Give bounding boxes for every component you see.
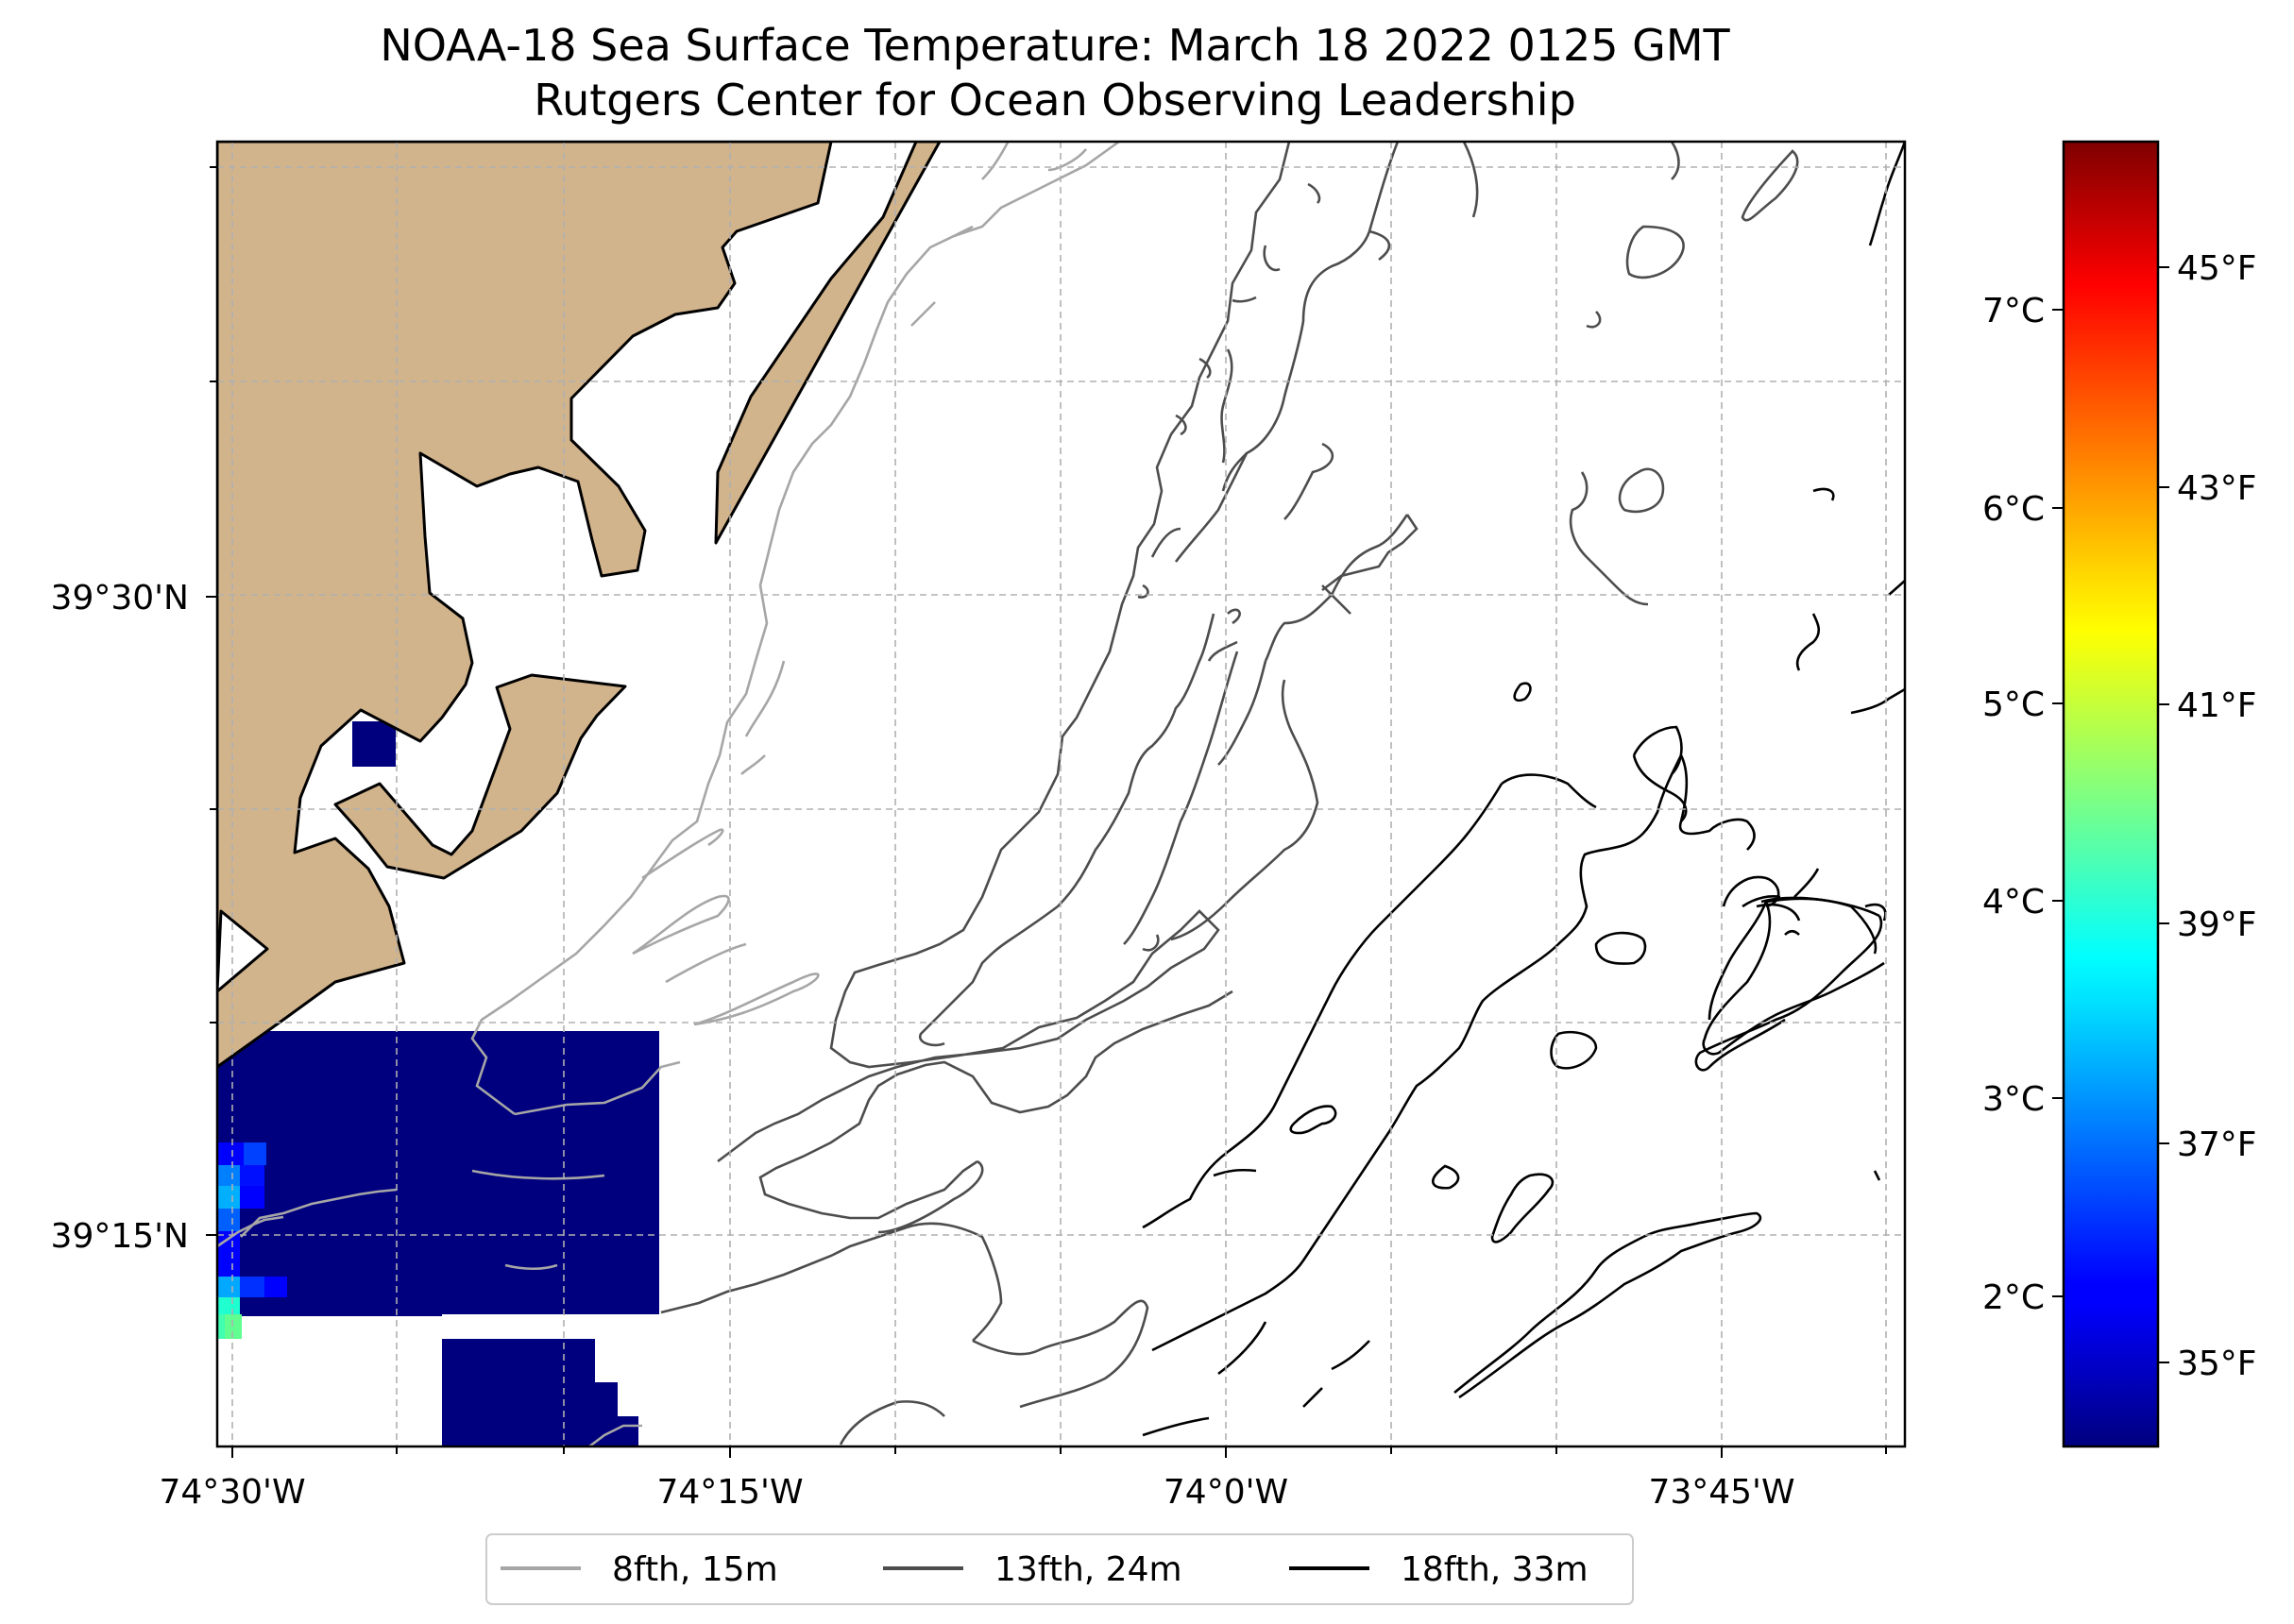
x-tick-label: 74°30'W <box>159 1473 305 1512</box>
legend-label-13fth: 13fth, 24m <box>994 1550 1182 1589</box>
x-tick-label: 73°45'W <box>1648 1473 1794 1512</box>
colorbar-fahrenheit-label: 35°F <box>2177 1345 2257 1383</box>
x-axis-labels: 74°30'W 74°15'W 74°0'W 73°45'W <box>159 1473 1794 1512</box>
colorbar-celsius-label: 4°C <box>1982 883 2045 922</box>
y-tick-label: 39°30'N <box>51 579 189 617</box>
colorbar-fahrenheit-label: 45°F <box>2177 249 2257 288</box>
colorbar-fahrenheit-label: 43°F <box>2177 469 2257 508</box>
legend: 8fth, 15m 13fth, 24m 18fth, 33m <box>485 1533 1634 1605</box>
contour-13fth <box>660 142 1799 1446</box>
y-axis-labels: 39°30'N 39°15'N <box>51 579 189 1256</box>
colorbar-celsius-label: 5°C <box>1982 685 2045 724</box>
land <box>217 142 942 1069</box>
colorbar-fahrenheit-label: 37°F <box>2177 1125 2257 1164</box>
title-line-2: Rutgers Center for Ocean Observing Leade… <box>534 75 1576 126</box>
tick-marks <box>206 166 1887 1458</box>
colorbar-celsius-label: 7°C <box>1982 292 2045 330</box>
legend-label-8fth: 8fth, 15m <box>612 1550 778 1589</box>
colorbar-fahrenheit-label: 41°F <box>2177 686 2257 725</box>
y-tick-label: 39°15'N <box>51 1217 189 1256</box>
title-line-1: NOAA-18 Sea Surface Temperature: March 1… <box>380 20 1730 71</box>
colorbar: 2°C 3°C 4°C 5°C 6°C 7°C 35°F 37°F 39°F 4… <box>1982 140 2257 1448</box>
map-panel <box>217 142 1905 1446</box>
colorbar-celsius-label: 3°C <box>1982 1080 2045 1119</box>
colorbar-celsius-label: 6°C <box>1982 490 2045 529</box>
colorbar-gradient <box>2062 140 2160 1448</box>
sst-block-south <box>442 1339 595 1446</box>
sst-pixels <box>217 721 659 1446</box>
gridlines <box>217 142 1905 1446</box>
x-tick-label: 74°0'W <box>1164 1473 1288 1512</box>
contour-8fth <box>217 142 1120 1446</box>
colorbar-celsius-label: 2°C <box>1982 1278 2045 1317</box>
contour-18fth <box>1142 142 1905 1437</box>
colorbar-fahrenheit-label: 39°F <box>2177 905 2257 944</box>
legend-label-18fth: 18fth, 33m <box>1401 1550 1589 1589</box>
x-tick-label: 74°15'W <box>656 1473 803 1512</box>
